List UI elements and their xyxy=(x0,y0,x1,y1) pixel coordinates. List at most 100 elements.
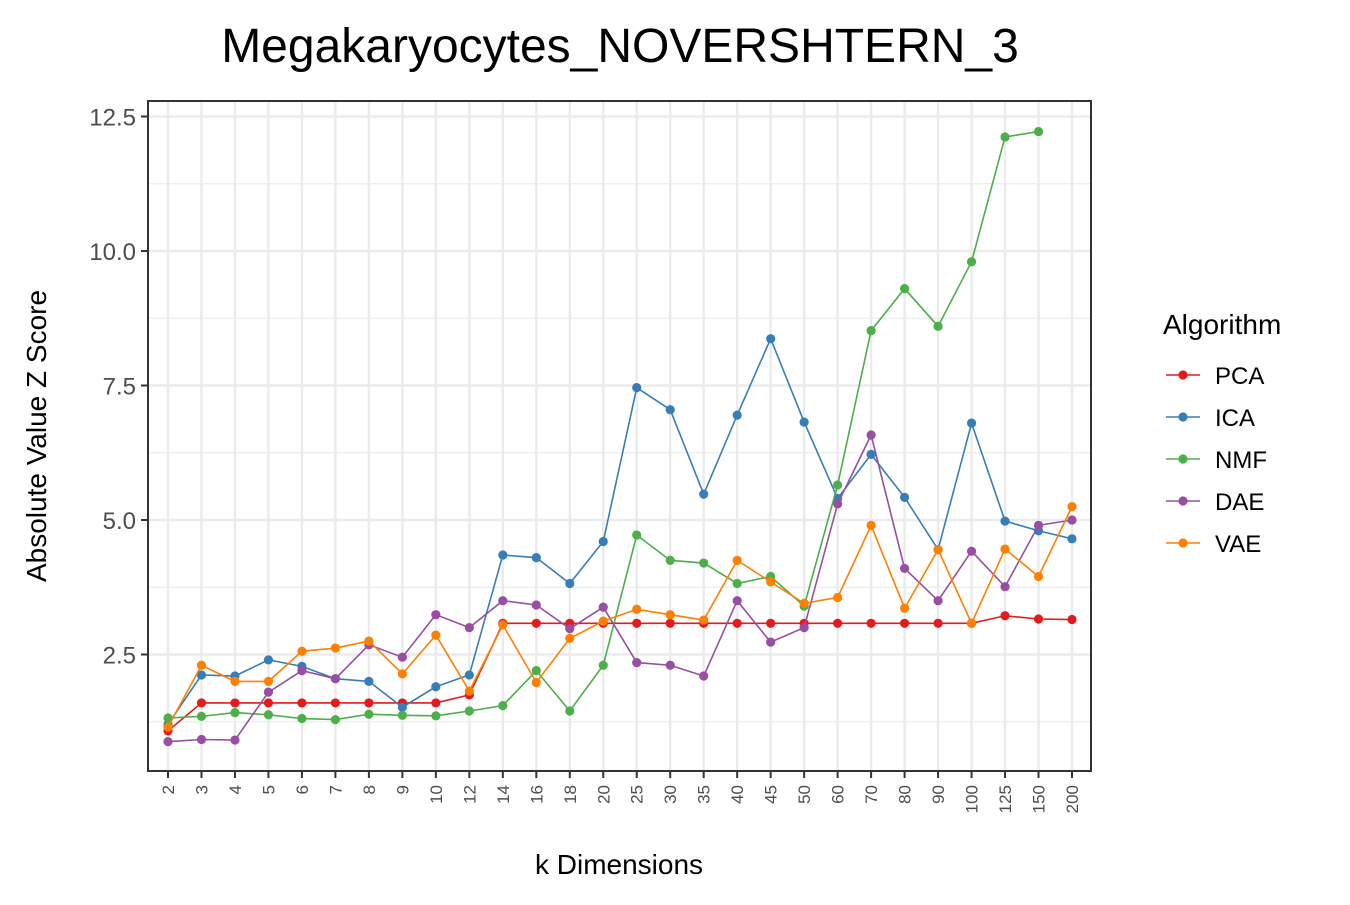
data-point xyxy=(933,321,943,331)
data-point xyxy=(196,711,207,721)
data-point xyxy=(632,604,642,614)
data-point xyxy=(866,520,876,530)
data-point xyxy=(230,698,240,708)
legend-key-point xyxy=(1178,412,1188,422)
x-tick-label: 6 xyxy=(293,785,312,794)
data-point xyxy=(431,630,441,640)
data-point xyxy=(196,734,207,745)
data-point xyxy=(1067,614,1077,625)
x-tick-label: 2 xyxy=(159,785,178,794)
data-point xyxy=(498,596,508,606)
x-tick-label: 12 xyxy=(460,785,479,804)
data-point xyxy=(431,711,441,721)
data-point xyxy=(364,636,374,646)
data-point xyxy=(1000,544,1010,554)
data-point xyxy=(1033,126,1044,137)
data-point xyxy=(464,623,474,633)
data-point xyxy=(766,618,776,628)
data-point xyxy=(1033,571,1044,582)
x-tick-label: 20 xyxy=(594,785,613,804)
data-point xyxy=(699,489,709,499)
data-point xyxy=(699,615,709,625)
x-tick-label: 150 xyxy=(1030,785,1049,813)
legend-label: NMF xyxy=(1215,447,1267,474)
x-tick-label: 8 xyxy=(360,785,379,794)
data-point xyxy=(163,722,173,732)
data-point xyxy=(598,616,608,626)
data-point xyxy=(498,550,508,560)
data-point xyxy=(632,618,642,628)
x-tick-label: 30 xyxy=(661,785,680,804)
y-tick-label: 12.5 xyxy=(89,105,136,132)
data-point xyxy=(899,618,910,628)
data-point xyxy=(665,405,675,415)
x-tick-label: 60 xyxy=(829,785,848,804)
data-point xyxy=(899,563,910,574)
data-point xyxy=(665,618,675,628)
data-point xyxy=(966,257,977,267)
data-point xyxy=(833,618,843,628)
x-tick-label: 100 xyxy=(963,785,982,813)
data-point xyxy=(632,657,642,668)
data-point xyxy=(966,618,977,628)
data-point xyxy=(598,536,608,547)
data-point xyxy=(732,410,742,420)
x-tick-label: 45 xyxy=(762,785,781,804)
data-point xyxy=(196,670,207,680)
data-point xyxy=(799,598,809,608)
data-point xyxy=(665,610,675,620)
data-point xyxy=(899,603,910,613)
data-point xyxy=(464,706,474,716)
data-point xyxy=(431,610,441,620)
x-tick-label: 35 xyxy=(695,785,714,804)
data-point xyxy=(230,735,240,745)
x-tick-label: 3 xyxy=(192,785,211,794)
data-point xyxy=(263,655,274,665)
data-point xyxy=(565,706,575,716)
data-point xyxy=(1000,132,1010,142)
x-tick-label: 18 xyxy=(561,785,580,804)
chart-title: Megakaryocytes_NOVERSHTERN_3 xyxy=(221,20,1019,73)
x-tick-label: 200 xyxy=(1063,785,1082,813)
data-point xyxy=(397,702,407,712)
data-point xyxy=(632,383,642,393)
data-point xyxy=(565,578,575,589)
x-tick-label: 80 xyxy=(896,785,915,804)
data-point xyxy=(531,618,541,628)
data-point xyxy=(766,577,776,587)
legend-item-vae: VAE xyxy=(1166,531,1261,558)
data-point xyxy=(699,558,709,568)
data-point xyxy=(799,417,809,427)
data-point xyxy=(1033,520,1044,530)
data-point xyxy=(464,686,474,696)
legend-key-point xyxy=(1178,538,1188,548)
x-tick-label: 10 xyxy=(427,785,446,804)
data-point xyxy=(766,637,776,647)
x-tick-label: 14 xyxy=(494,785,513,804)
data-point xyxy=(866,430,876,440)
y-tick-label: 7.5 xyxy=(103,374,136,401)
data-point xyxy=(230,708,240,718)
x-tick-label: 25 xyxy=(628,785,647,804)
axis-layer: 2.55.07.510.012.52 3 4 5 6 7 8 9 10 12 14 16 18 20 25 3… xyxy=(89,105,1082,814)
legend-key-point xyxy=(1178,370,1188,380)
data-point xyxy=(498,620,508,630)
series-nmf xyxy=(163,126,1044,725)
data-point xyxy=(899,492,910,503)
data-point xyxy=(732,578,742,589)
x-tick-label: 50 xyxy=(795,785,814,804)
data-point xyxy=(665,660,675,670)
data-point xyxy=(866,618,876,628)
x-tick-label: 125 xyxy=(996,785,1015,813)
y-tick-label: 2.5 xyxy=(103,643,136,670)
grid-layer xyxy=(148,101,1091,771)
data-point xyxy=(498,701,508,711)
data-point xyxy=(732,596,742,606)
data-point xyxy=(732,618,742,628)
data-point xyxy=(632,530,642,540)
data-point xyxy=(1000,611,1010,621)
data-point xyxy=(263,676,274,687)
legend-key-point xyxy=(1178,496,1188,506)
legend-item-nmf: NMF xyxy=(1166,447,1267,474)
